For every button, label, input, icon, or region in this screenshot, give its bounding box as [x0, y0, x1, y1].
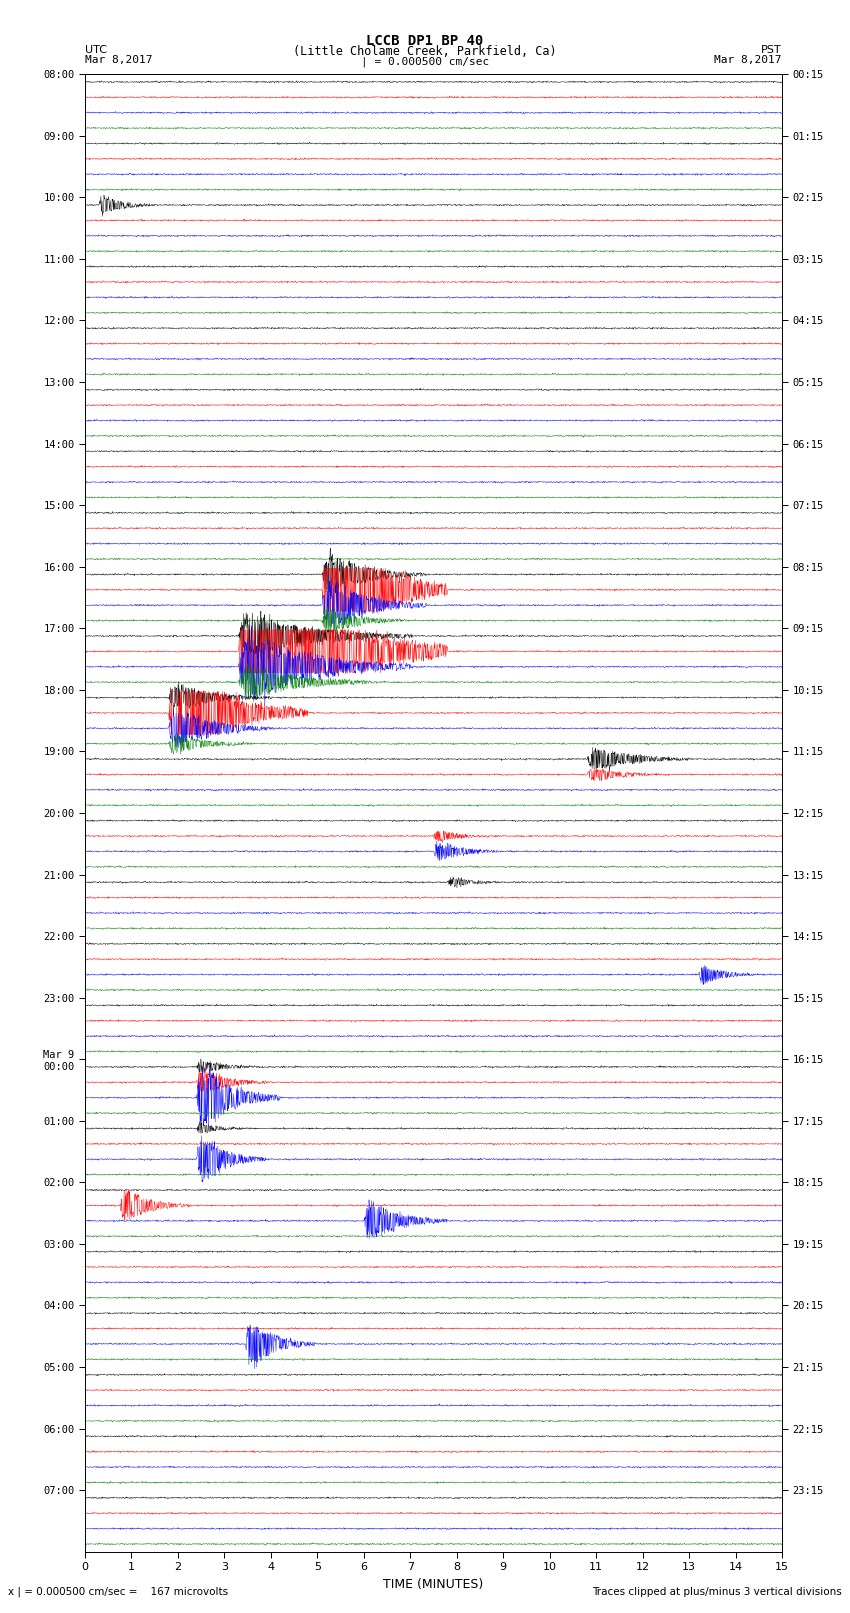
- Text: PST: PST: [762, 45, 782, 55]
- Text: | = 0.000500 cm/sec: | = 0.000500 cm/sec: [361, 56, 489, 68]
- Text: Traces clipped at plus/minus 3 vertical divisions: Traces clipped at plus/minus 3 vertical …: [592, 1587, 842, 1597]
- Text: x | = 0.000500 cm/sec =    167 microvolts: x | = 0.000500 cm/sec = 167 microvolts: [8, 1586, 229, 1597]
- Text: LCCB DP1 BP 40: LCCB DP1 BP 40: [366, 34, 484, 48]
- Text: UTC: UTC: [85, 45, 107, 55]
- Text: Mar 8,2017: Mar 8,2017: [715, 55, 782, 65]
- Text: (Little Cholame Creek, Parkfield, Ca): (Little Cholame Creek, Parkfield, Ca): [293, 45, 557, 58]
- X-axis label: TIME (MINUTES): TIME (MINUTES): [383, 1578, 484, 1590]
- Text: Mar 8,2017: Mar 8,2017: [85, 55, 152, 65]
